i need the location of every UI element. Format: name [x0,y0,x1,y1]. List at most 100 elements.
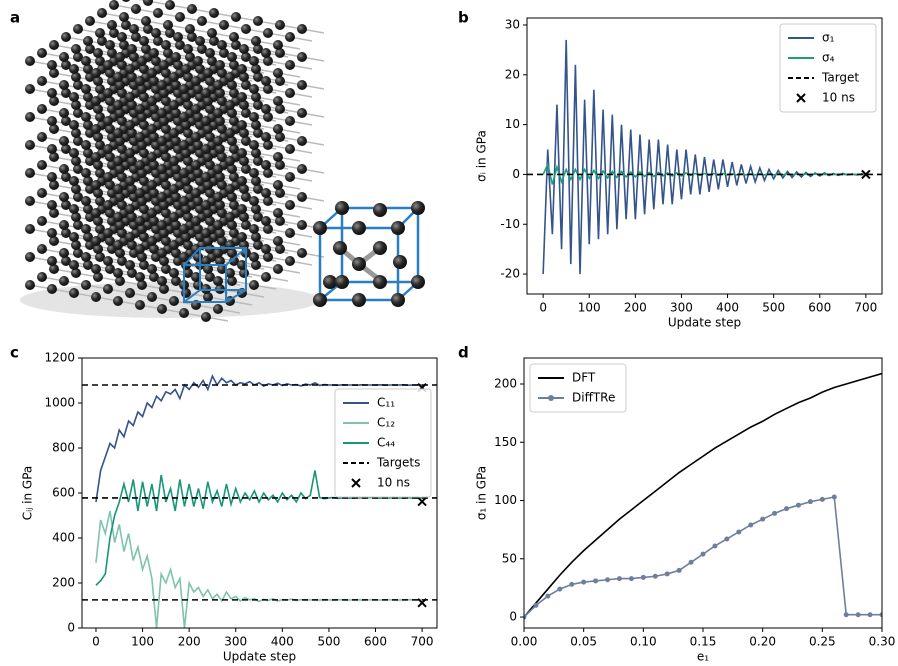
point [664,571,670,577]
atom [25,112,35,122]
atom [217,68,227,78]
atom [147,68,157,78]
y-tick-label: 600 [52,486,75,500]
atom [261,48,271,58]
point [712,543,718,549]
atom [171,220,181,230]
atom [71,44,81,54]
atom [273,124,283,134]
atom [183,44,193,54]
atom [179,252,189,262]
atom [203,208,213,218]
atom [137,168,147,178]
atom [61,88,71,98]
atom [135,300,145,310]
atom [73,164,83,174]
atom [205,104,215,114]
atom [273,236,283,246]
atom [69,92,79,102]
atom [229,200,239,210]
atom [109,28,119,38]
legend-label: Target [821,71,859,85]
atom [49,40,59,50]
atom [253,212,263,222]
axes-frame [526,17,883,295]
atom [135,272,145,282]
atom [285,88,295,98]
atom [241,24,251,34]
x-tick-label: 200 [624,301,647,315]
atom [241,80,251,90]
y-tick-label: 30 [505,17,520,31]
atom [253,184,263,194]
atom [169,100,179,110]
atom [253,128,263,138]
atom [131,32,141,42]
atom [91,68,101,78]
x-tick-label: 700 [411,635,434,649]
atom [37,48,47,58]
x-tick-label: 100 [578,301,601,315]
atom [161,208,171,218]
atom [149,188,159,198]
atom [149,76,159,86]
atom [49,96,59,106]
chart: c 0 100 200 300 400 500 600 700 0 200 400 600 800 1000… [10,344,438,664]
atom [201,228,211,238]
atom [213,192,223,202]
atom [117,200,127,210]
atom [83,204,93,214]
atom [119,12,129,22]
atom [183,128,193,138]
atom [239,72,249,82]
atom [191,244,201,254]
atom [85,16,95,26]
atom [183,184,193,194]
atom [49,208,59,218]
atom [229,256,239,266]
atom [117,32,127,42]
atom [179,224,189,234]
atom [49,68,59,78]
atom [59,52,69,62]
atom [181,64,191,74]
atom [91,152,101,162]
atom [297,164,307,174]
atom [187,32,197,42]
atom [229,32,239,42]
atom [201,312,211,322]
marker [417,496,427,507]
y-tick-label: 400 [52,531,75,545]
atom [241,108,251,118]
atom [207,56,217,66]
atom [275,132,285,142]
atom [47,284,57,294]
atom [205,216,215,226]
atom [117,116,127,126]
atom [161,152,171,162]
atom [93,272,103,282]
atom [261,188,271,198]
atom [83,176,93,186]
point [843,612,849,618]
atom [249,252,259,262]
atom [229,60,239,70]
atom [237,232,247,242]
plot-area [82,373,437,628]
atom [103,200,113,210]
atom [297,80,307,90]
atom [83,232,93,242]
atom [179,308,189,318]
atom [25,140,35,150]
atom [229,88,239,98]
y-axis-label: σ₁ in GPa [475,466,489,520]
atom [139,148,149,158]
atom [237,148,247,158]
atom [193,140,203,150]
atom [203,152,213,162]
atom [125,204,135,214]
atom [181,148,191,158]
atom [115,136,125,146]
legend-label: σ₄ [822,51,835,65]
atom [91,236,101,246]
